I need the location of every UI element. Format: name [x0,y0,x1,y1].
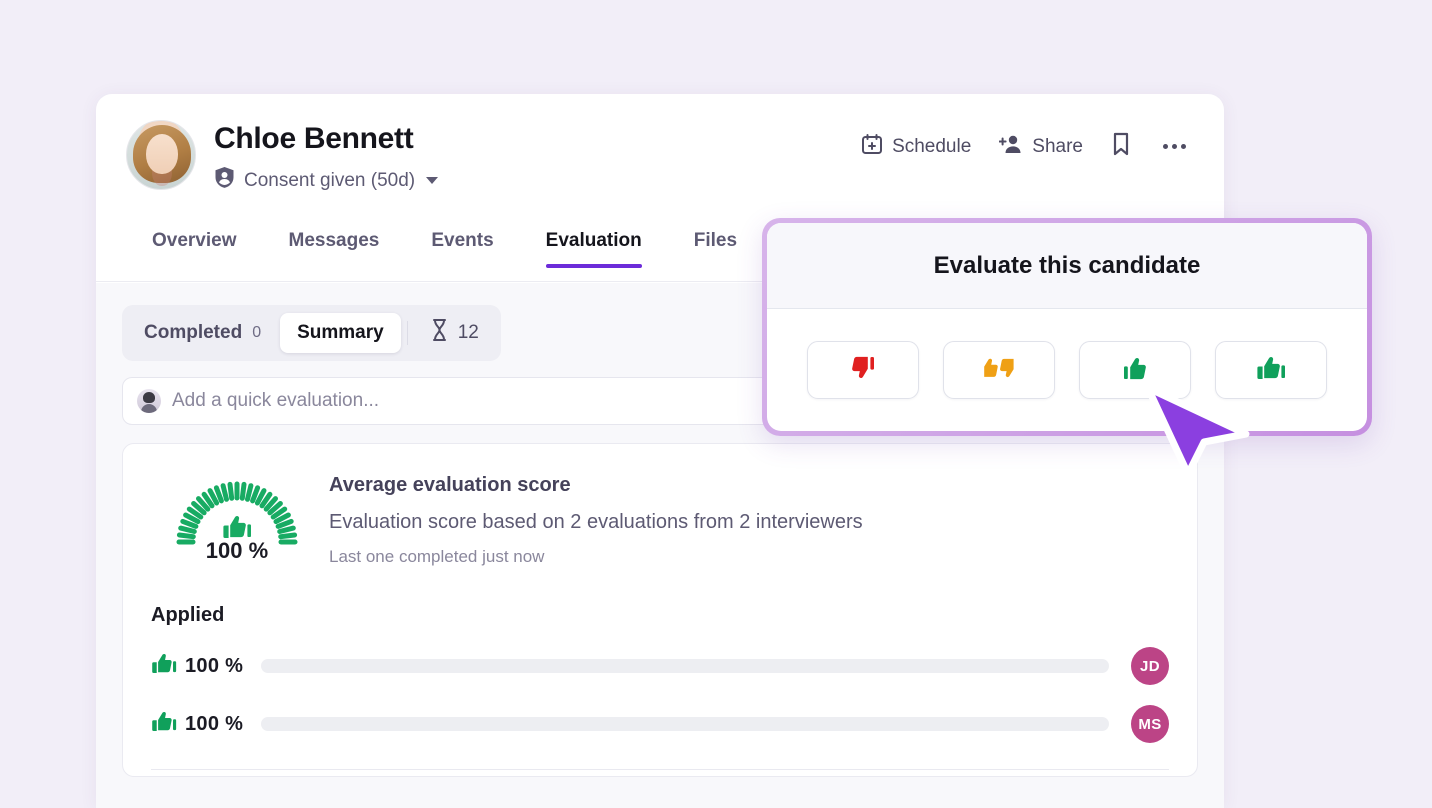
segment-completed[interactable]: Completed 0 [127,313,278,353]
thumbs-down-icon [850,356,876,385]
popup-title: Evaluate this candidate [933,251,1201,279]
evaluation-summary-card: 100 % Average evaluation score Evaluatio… [122,443,1198,777]
segment-completed-count: 0 [252,324,262,341]
evaluation-row: 100 % JD [151,647,1169,685]
rating-thumbs-up-button[interactable] [1079,341,1191,399]
rating-mixed-button[interactable] [943,341,1055,399]
profile-header: Chloe Bennett Consent given (50d) [96,94,1224,222]
evaluation-progress-bar [261,659,1109,673]
tab-events[interactable]: Events [431,230,494,251]
rating-double-thumbs-up-button[interactable] [1215,341,1327,399]
candidate-profile-card: Chloe Bennett Consent given (50d) [96,94,1224,808]
chevron-down-icon [426,177,439,184]
candidate-avatar[interactable] [126,120,196,190]
segment-divider [406,321,408,345]
evaluation-percent: 100 % [185,712,244,735]
evaluator-avatar[interactable]: JD [1131,647,1169,685]
header-actions: Schedule Share [861,132,1190,161]
stage-label: Applied [151,604,225,626]
section-divider [151,769,1169,770]
share-label: Share [1032,135,1083,157]
thumbs-up-icon [1122,356,1148,385]
segment-summary-label: Summary [297,322,384,343]
double-thumbs-up-icon [151,710,185,738]
quick-evaluation-placeholder: Add a quick evaluation... [172,390,380,411]
candidate-identity: Chloe Bennett Consent given (50d) [126,120,1194,195]
schedule-label: Schedule [892,135,972,157]
evaluation-row: 100 % MS [151,705,1169,743]
double-thumbs-up-icon [1255,355,1287,386]
tab-evaluation[interactable]: Evaluation [520,222,668,268]
rating-thumbs-down-button[interactable] [807,341,919,399]
rating-options [767,309,1367,431]
page-title: Chloe Bennett [214,122,414,155]
shield-person-icon [214,166,235,195]
profile-tabs: Overview Messages Events Evaluation File… [96,222,1224,282]
evaluation-percent: 100 % [185,654,244,677]
segment-pending[interactable]: 12 [414,310,496,356]
popup-header: Evaluate this candidate [767,223,1367,309]
gauge-ticks [176,481,298,545]
evaluation-filter-segment: Completed 0 Summary 12 [122,305,501,361]
segment-completed-label: Completed [144,322,243,343]
average-score-gauge: 100 % [175,474,299,574]
thumbs-up-down-icon [982,355,1016,386]
segment-summary[interactable]: Summary [280,313,401,353]
hourglass-icon [431,319,448,347]
evaluation-panel: Completed 0 Summary 12 [96,283,1224,808]
summary-meta: Last one completed just now [329,547,545,566]
double-thumbs-up-icon [151,652,185,680]
calendar-plus-icon [861,133,883,161]
bookmark-icon[interactable] [1111,132,1131,161]
evaluate-candidate-popup: Evaluate this candidate [762,218,1372,436]
person-plus-icon [998,133,1023,161]
summary-subtitle: Evaluation score based on 2 evaluations … [329,511,863,533]
evaluation-progress-bar [261,717,1109,731]
tab-messages[interactable]: Messages [288,230,380,251]
tab-files[interactable]: Files [693,230,738,251]
gauge-value: 100 % [205,538,269,563]
evaluator-avatar[interactable]: MS [1131,705,1169,743]
current-user-avatar [137,389,161,413]
summary-title: Average evaluation score [329,474,571,496]
consent-status-label: Consent given (50d) [244,169,416,191]
share-button[interactable]: Share [998,133,1083,161]
more-options-icon[interactable] [1159,140,1190,153]
schedule-button[interactable]: Schedule [861,133,971,161]
double-thumbs-up-icon [222,514,252,545]
tab-overview[interactable]: Overview [152,230,237,251]
segment-pending-count: 12 [457,322,479,343]
consent-status-dropdown[interactable]: Consent given (50d) [214,166,439,195]
